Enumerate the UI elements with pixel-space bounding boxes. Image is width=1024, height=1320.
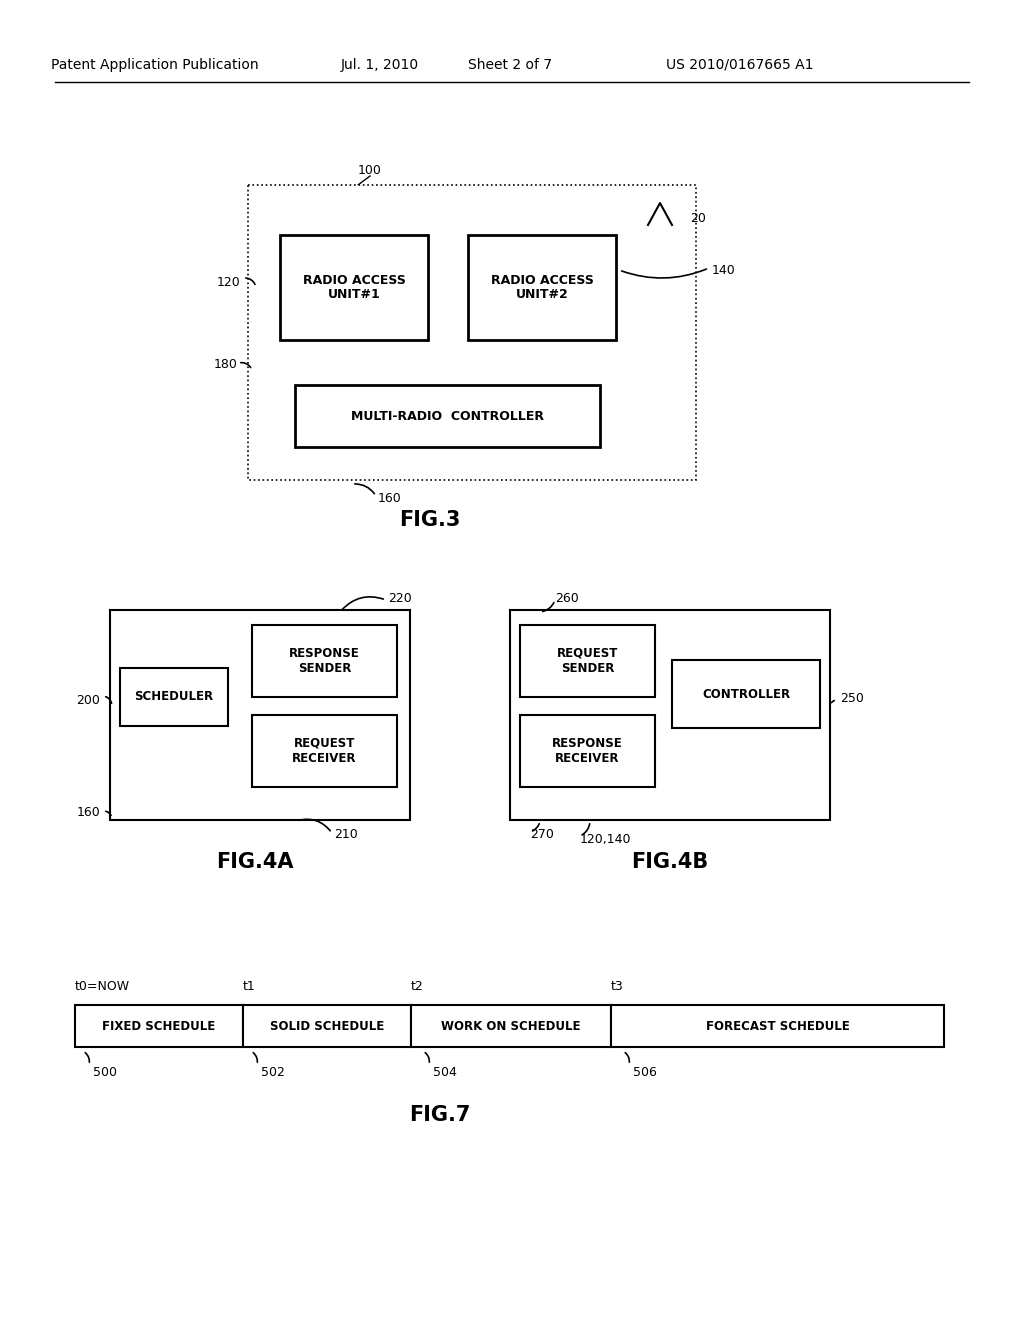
Text: 140: 140 [712, 264, 736, 276]
Bar [468, 235, 616, 341]
Text: 120,140: 120,140 [580, 833, 632, 846]
Bar [411, 1005, 611, 1047]
Text: 502: 502 [261, 1067, 285, 1080]
Text: WORK ON SCHEDULE: WORK ON SCHEDULE [441, 1019, 581, 1032]
Text: 506: 506 [633, 1067, 656, 1080]
Text: REQUEST
SENDER: REQUEST SENDER [557, 647, 618, 675]
Text: t1: t1 [243, 981, 256, 994]
Text: RESPONSE
RECEIVER: RESPONSE RECEIVER [552, 737, 623, 766]
Text: REQUEST
RECEIVER: REQUEST RECEIVER [292, 737, 356, 766]
Text: FIG.7: FIG.7 [410, 1105, 471, 1125]
Text: SCHEDULER: SCHEDULER [134, 690, 214, 704]
Text: Sheet 2 of 7: Sheet 2 of 7 [468, 58, 552, 73]
Text: 100: 100 [358, 164, 382, 177]
Text: 504: 504 [433, 1067, 457, 1080]
Bar [252, 624, 397, 697]
Text: RADIO ACCESS
UNIT#1: RADIO ACCESS UNIT#1 [302, 273, 406, 301]
Text: MULTI-RADIO  CONTROLLER: MULTI-RADIO CONTROLLER [351, 409, 544, 422]
Bar [120, 668, 228, 726]
Bar [672, 660, 820, 729]
Text: 160: 160 [378, 491, 401, 504]
Text: 260: 260 [555, 591, 579, 605]
Text: t2: t2 [411, 981, 424, 994]
Bar [280, 235, 428, 341]
Text: FIG.3: FIG.3 [399, 510, 461, 531]
Text: 20: 20 [690, 211, 706, 224]
Text: Patent Application Publication: Patent Application Publication [51, 58, 259, 73]
Text: SOLID SCHEDULE: SOLID SCHEDULE [270, 1019, 384, 1032]
Text: 500: 500 [93, 1067, 117, 1080]
Bar [75, 1005, 243, 1047]
Bar [611, 1005, 944, 1047]
Text: Jul. 1, 2010: Jul. 1, 2010 [341, 58, 419, 73]
Text: US 2010/0167665 A1: US 2010/0167665 A1 [667, 58, 814, 73]
Text: 220: 220 [388, 591, 412, 605]
Bar [243, 1005, 411, 1047]
Bar [510, 610, 830, 820]
Text: RESPONSE
SENDER: RESPONSE SENDER [289, 647, 359, 675]
Text: 180: 180 [214, 359, 238, 371]
Bar [248, 185, 696, 480]
Text: CONTROLLER: CONTROLLER [701, 688, 791, 701]
Bar [252, 715, 397, 787]
Bar [295, 385, 600, 447]
Text: t3: t3 [611, 981, 624, 994]
Text: 270: 270 [530, 829, 554, 842]
Text: 250: 250 [840, 692, 864, 705]
Text: FIXED SCHEDULE: FIXED SCHEDULE [102, 1019, 216, 1032]
Text: 200: 200 [76, 693, 100, 706]
Bar [520, 624, 655, 697]
Text: RADIO ACCESS
UNIT#2: RADIO ACCESS UNIT#2 [490, 273, 594, 301]
Text: FIG.4B: FIG.4B [632, 851, 709, 873]
Text: 120: 120 [216, 276, 240, 289]
Text: t0=NOW: t0=NOW [75, 981, 130, 994]
Text: 160: 160 [76, 807, 100, 820]
Bar [110, 610, 410, 820]
Text: FORECAST SCHEDULE: FORECAST SCHEDULE [706, 1019, 849, 1032]
Text: FIG.4A: FIG.4A [216, 851, 294, 873]
Text: 210: 210 [334, 829, 357, 842]
Bar [520, 715, 655, 787]
